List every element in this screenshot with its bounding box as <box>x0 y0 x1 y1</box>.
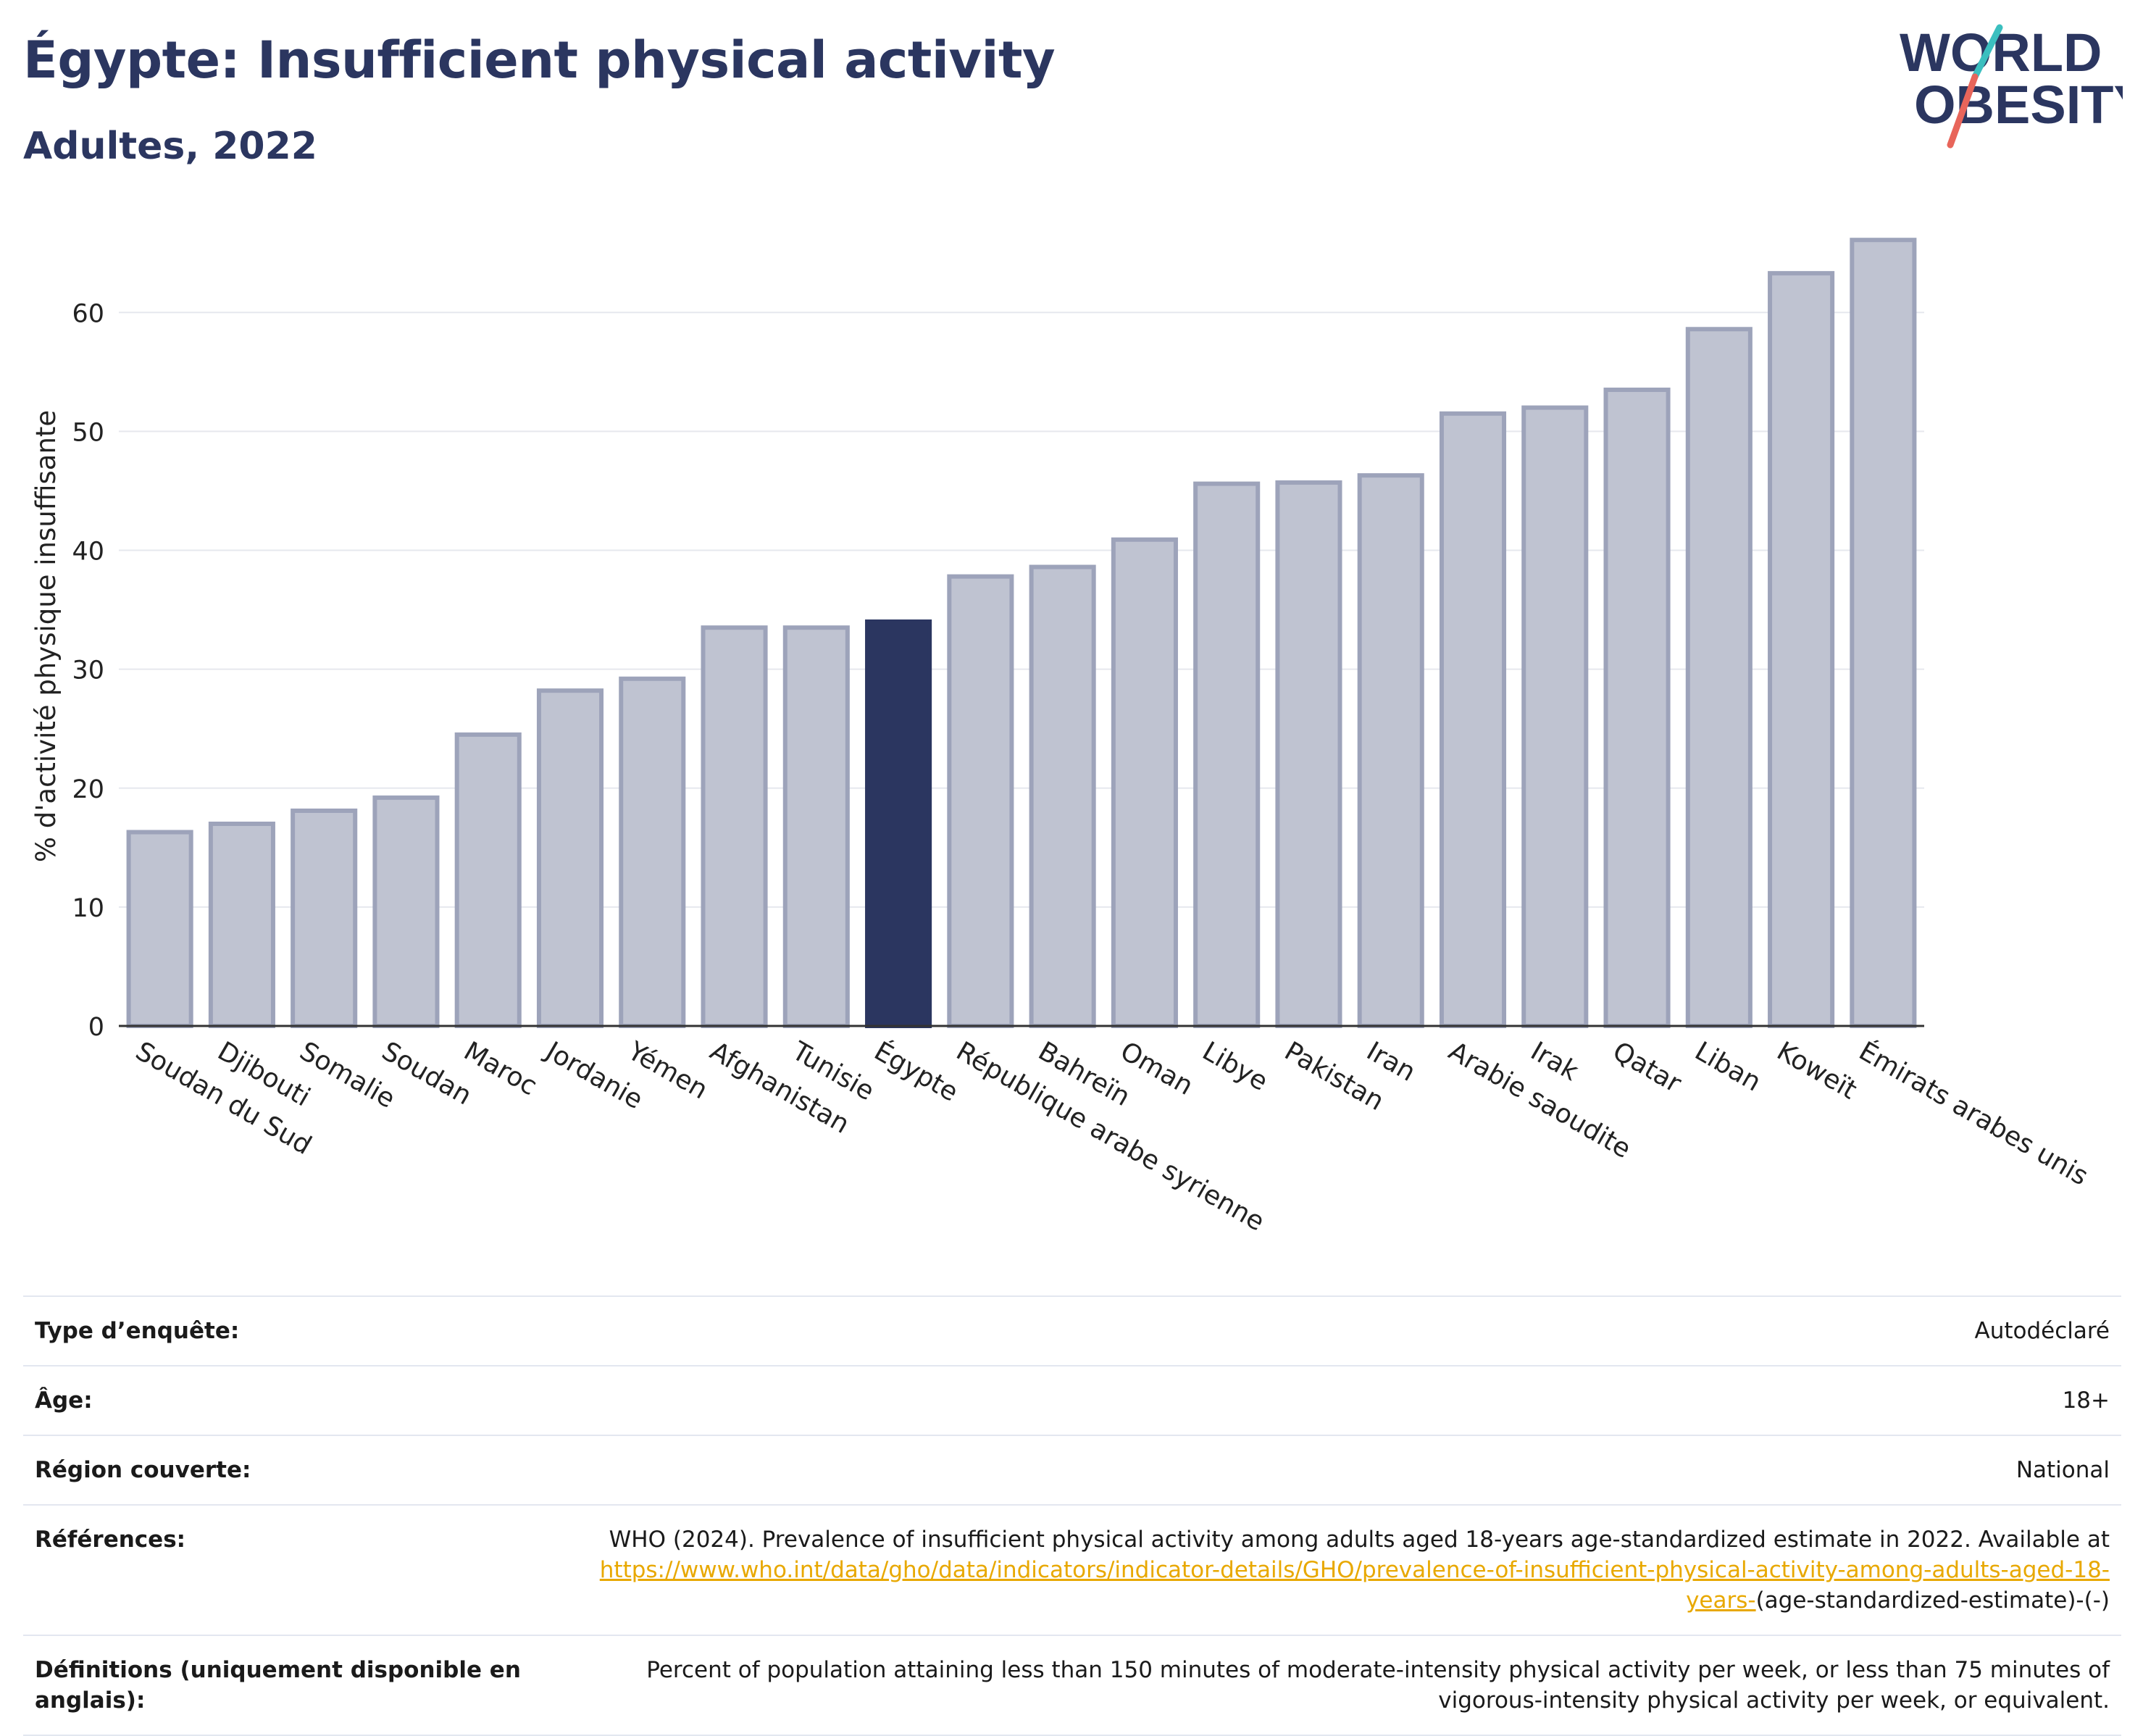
y-tick-label: 40 <box>72 538 104 567</box>
y-tick-labels: 0 10 20 30 40 50 60 <box>72 299 104 1042</box>
age-value: 18+ <box>2062 1387 2110 1414</box>
x-tick-labels: Soudan du SudDjiboutiSomalieSoudanMarocJ… <box>130 1035 2093 1237</box>
y-axis-label: % d'activité physique insuffisante <box>30 410 62 862</box>
page-subtitle: Adultes, 2022 <box>23 125 317 168</box>
bar <box>536 688 604 1028</box>
bar-chart: 0 10 20 30 40 50 60 Soudan du SudDjiboutiSomal… <box>30 238 2093 1238</box>
logo-line1: WORLD <box>1900 22 2102 83</box>
references-text: WHO (2024). Prevalence of insufficient p… <box>609 1527 2110 1553</box>
references-value: WHO (2024). Prevalence of insufficient p… <box>552 1524 2121 1616</box>
bar <box>1357 473 1424 1028</box>
bar <box>208 822 275 1028</box>
bar-highlight <box>865 619 932 1028</box>
y-tick-label: 30 <box>72 656 104 685</box>
bar <box>1685 327 1753 1029</box>
bar <box>1603 387 1671 1028</box>
bar <box>619 676 686 1029</box>
age-label: Âge: <box>35 1387 93 1414</box>
logo-line2: OBESITY <box>1914 75 2123 135</box>
region-row: Région couverte: National <box>23 1435 2121 1504</box>
bar <box>1193 481 1261 1028</box>
page-title: Égypte: Insufficient physical activity <box>23 30 1056 90</box>
x-tick-label: Égypte <box>869 1035 964 1107</box>
bar <box>1439 411 1507 1028</box>
info-table: Type d’enquête: Autodéclaré Âge: 18+ Rég… <box>23 1295 2121 1736</box>
world-obesity-logo: WORLD OBESITY <box>1900 22 2123 149</box>
bar <box>372 795 440 1029</box>
definitions-row: Définitions (uniquement disponible en an… <box>23 1635 2121 1736</box>
bar <box>291 808 358 1028</box>
bar <box>947 574 1014 1028</box>
bar <box>1275 480 1342 1028</box>
bar <box>1029 564 1096 1028</box>
bar <box>126 830 193 1029</box>
region-value: National <box>2015 1457 2110 1483</box>
y-tick-label: 0 <box>88 1013 104 1042</box>
y-tick-label: 60 <box>72 299 104 328</box>
y-tick-label: 50 <box>72 418 104 447</box>
region-label: Région couverte: <box>35 1457 251 1483</box>
x-tick-label: Liban <box>1689 1036 1766 1097</box>
definitions-value: Percent of population attaining less tha… <box>646 1657 2110 1714</box>
survey-type-value: Autodéclaré <box>1974 1318 2110 1344</box>
references-suffix: (age-standardized-estimate)-(-) <box>1755 1587 2110 1614</box>
x-tick-label: Qatar <box>1608 1036 1686 1098</box>
y-tick-label: 10 <box>72 894 104 923</box>
bar <box>701 625 768 1028</box>
bar <box>454 732 522 1028</box>
bar <box>1850 238 1917 1028</box>
references-link[interactable]: https://www.who.int/data/gho/data/indica… <box>599 1557 2110 1614</box>
definitions-label: Définitions (uniquement disponible en an… <box>35 1657 521 1714</box>
bar <box>1521 405 1589 1028</box>
references-label: Références: <box>35 1527 186 1553</box>
survey-type-label: Type d’enquête: <box>35 1318 240 1344</box>
bar <box>782 625 850 1028</box>
bar <box>1111 537 1178 1028</box>
bars <box>126 238 1917 1029</box>
x-tick-label: Émirats arabes unis <box>1854 1035 2094 1191</box>
survey-type-row: Type d’enquête: Autodéclaré <box>23 1295 2121 1365</box>
references-row: Références: WHO (2024). Prevalence of in… <box>23 1504 2121 1635</box>
y-tick-label: 20 <box>72 775 104 804</box>
x-tick-label: Afghanistan <box>705 1036 854 1140</box>
age-row: Âge: 18+ <box>23 1365 2121 1435</box>
x-tick-label: Irak <box>1526 1036 1584 1087</box>
x-tick-label: Libye <box>1198 1036 1273 1097</box>
bar <box>1768 271 1835 1029</box>
x-tick-label: Koweït <box>1772 1036 1862 1105</box>
